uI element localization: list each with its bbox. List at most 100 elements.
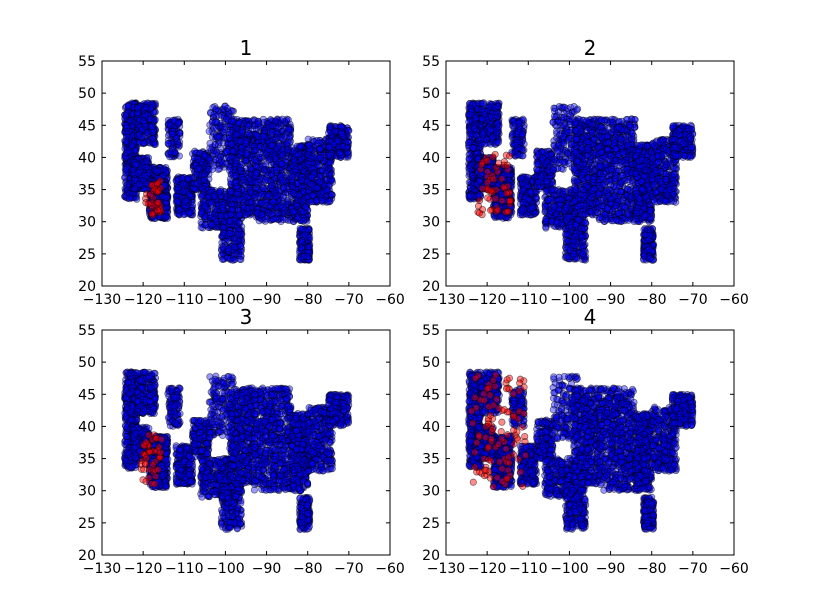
data-point-blue [237, 242, 245, 250]
data-point-blue [159, 193, 167, 201]
data-point-blue [174, 184, 182, 192]
data-point-blue [290, 158, 298, 166]
data-point-blue [142, 163, 150, 171]
data-point-blue [232, 172, 240, 180]
data-point-blue [124, 103, 133, 111]
data-point-blue [255, 175, 263, 183]
data-point-blue [134, 169, 142, 177]
data-point-blue [229, 256, 237, 264]
data-point-blue [281, 132, 289, 140]
data-point-blue [225, 153, 233, 161]
data-point-blue [144, 130, 152, 138]
data-point-blue [288, 188, 296, 196]
data-point-blue [123, 124, 131, 132]
data-point-blue [225, 229, 233, 237]
data-point-blue [259, 184, 267, 192]
data-point-blue [235, 218, 243, 226]
data-point-blue [289, 173, 297, 181]
data-point-blue [122, 133, 131, 141]
data-point-blue [338, 123, 346, 131]
data-point-blue [254, 120, 262, 128]
data-point-blue [316, 145, 324, 153]
data-point-blue [151, 140, 159, 148]
data-point-blue [301, 231, 309, 239]
x-tick-label: −60 [375, 292, 405, 308]
data-point-blue [125, 134, 133, 142]
data-point-blue [258, 191, 266, 199]
data-point-blue [200, 176, 208, 184]
data-point-blue [240, 176, 248, 184]
data-point-blue [223, 104, 232, 112]
data-point-blue [252, 163, 260, 171]
data-point-blue [131, 146, 139, 155]
data-point-blue [285, 125, 293, 133]
data-point-blue [279, 203, 287, 211]
data-point-blue [261, 176, 269, 184]
data-point-blue [121, 165, 129, 173]
y-tick-label: 50 [78, 86, 96, 102]
data-point-blue [130, 176, 139, 184]
data-point-blue [205, 127, 213, 135]
data-point-red [144, 200, 152, 208]
data-point-red [154, 199, 162, 207]
data-point-blue [230, 243, 238, 251]
data-point-blue [195, 164, 203, 172]
data-point-blue [144, 154, 153, 162]
data-point-blue [308, 173, 316, 181]
data-point-blue [323, 176, 331, 184]
data-point-blue [182, 197, 190, 205]
data-point-blue [123, 181, 131, 189]
data-point-blue [210, 193, 218, 201]
data-point-blue [259, 133, 267, 141]
data-point-blue [313, 176, 322, 184]
data-point-blue [221, 125, 229, 134]
data-point-blue [251, 156, 259, 164]
data-point-blue [126, 195, 134, 203]
panel-title: 1 [240, 36, 253, 60]
data-point-blue [252, 169, 260, 177]
data-point-blue [298, 176, 306, 184]
data-point-blue [186, 191, 194, 199]
data-point-blue [228, 140, 236, 148]
data-point-blue [256, 149, 264, 158]
data-point-blue [305, 243, 313, 251]
data-point-blue [278, 176, 286, 184]
y-tick-label: 40 [78, 150, 96, 166]
data-point-blue [214, 165, 222, 174]
data-point-blue [160, 165, 168, 173]
data-point-blue [228, 117, 236, 125]
points-layer [121, 99, 353, 264]
data-point-blue [214, 133, 222, 141]
data-point-blue [268, 129, 276, 137]
data-point-blue [228, 127, 236, 135]
data-point-blue [270, 189, 278, 197]
data-point-blue [338, 130, 346, 138]
data-point-blue [314, 139, 322, 147]
data-point-blue [265, 156, 273, 164]
y-tick-label: 25 [78, 247, 96, 263]
data-point-blue [173, 198, 181, 206]
data-point-blue [225, 166, 233, 174]
data-point-blue [236, 164, 245, 172]
scatter-panel-1: −130 −120 −110 −100 −90 −80 −70 −60202530354045… [78, 36, 405, 308]
data-point-blue [318, 166, 326, 174]
y-tick-label: 55 [78, 54, 96, 70]
y-tick-label: 20 [78, 279, 96, 295]
data-point-blue [307, 180, 315, 188]
data-point-blue [307, 154, 315, 162]
data-point-blue [324, 151, 332, 160]
data-point-blue [190, 154, 199, 162]
data-point-blue [278, 115, 287, 123]
data-point-blue [268, 141, 276, 149]
data-point-blue [264, 191, 273, 199]
data-point-blue [207, 220, 215, 228]
data-point-blue [297, 244, 305, 252]
data-point-blue [284, 139, 292, 147]
data-point-blue [307, 164, 315, 172]
data-point-blue [193, 180, 201, 188]
data-point-blue [316, 154, 325, 162]
data-point-blue [318, 197, 326, 205]
data-point-blue [269, 215, 278, 223]
data-point-blue [206, 139, 214, 147]
